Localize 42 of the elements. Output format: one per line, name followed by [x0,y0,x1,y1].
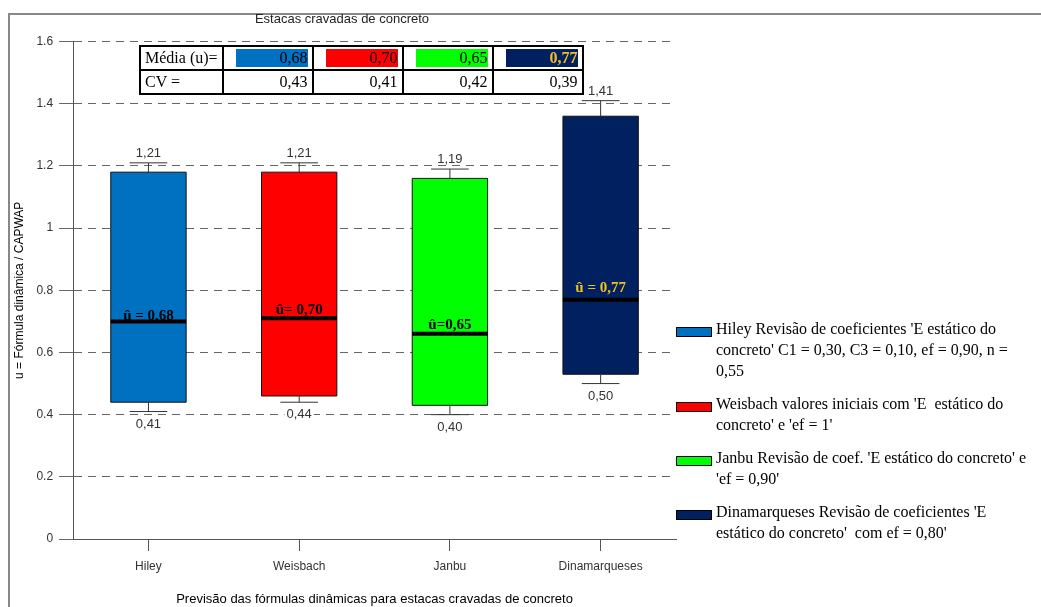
annotation: 0,50 [587,387,614,403]
x-tick-label: Hiley [135,558,162,573]
annotation: 0,40 [437,418,463,434]
annotation: 0,44 [286,406,312,422]
x-tick-label: Janbu [433,558,467,573]
legend-label: Weisbach valores iniciais com 'E estático do concreto' e 'ef = 1' [716,395,1004,434]
legend-label: Hiley Revisão de coeficientes 'E estático do concreto' C1 = 0,30, C3 = 0,10, ef = 0,90, n = 0,55 [716,320,1008,380]
annotation: 0,39 [548,73,578,91]
annotation: 1,21 [135,144,162,160]
y-tick-label: 0.8 [36,282,54,297]
y-axis-title: u = Fórmula dinâmica / CAPWAP [11,201,26,379]
y-tick-label: 1 [46,220,54,235]
annotation: û = 0,77 [575,279,627,295]
annotation: Média (u)= [140,46,223,70]
y-tick-label: 0 [46,531,54,546]
annotation: 0,68 [235,49,308,67]
annotation: û = 0,68 [123,306,174,323]
annotation: 1,41 [587,82,614,98]
annotation: 0,65 [415,49,488,67]
y-tick-label: 1.2 [36,158,54,173]
y-tick-label: 0.4 [36,406,54,421]
annotation: 0,41 [135,415,162,431]
annotation: 0,70 [325,49,398,67]
y-tick-label: 1.4 [36,96,54,111]
annotation: CV = [140,70,223,94]
legend-label: Dinamarqueses Revisão de coeficientes 'E estático do concreto' com ef = 0,80' [716,503,987,542]
annotation: 0,43 [278,73,308,91]
annotation: 0,41 [368,73,398,91]
x-tick-label: Weisbach [272,558,326,573]
chart-title: Estacas cravadas de concreto [254,11,430,27]
legend-label: Janbu Revisão de coef. 'E estático do concreto' e 'ef = 0,90' [716,449,1027,488]
y-tick-label: 0.2 [36,469,54,484]
annotation: û= 0,70 [275,300,323,317]
x-tick-label: Dinamarqueses [558,558,643,573]
annotation: 0,77 [505,49,578,67]
annotation: 1,21 [286,144,312,160]
annotation: 1,19 [437,151,463,167]
annotation: û=0,65 [428,316,472,333]
x-axis-title: Previsão das fórmulas dinâmicas para estacas cravadas de concreto [176,590,573,606]
y-tick-label: 1.6 [36,33,54,48]
annotation: 0,42 [458,73,488,91]
y-tick-label: 0.6 [36,344,54,359]
